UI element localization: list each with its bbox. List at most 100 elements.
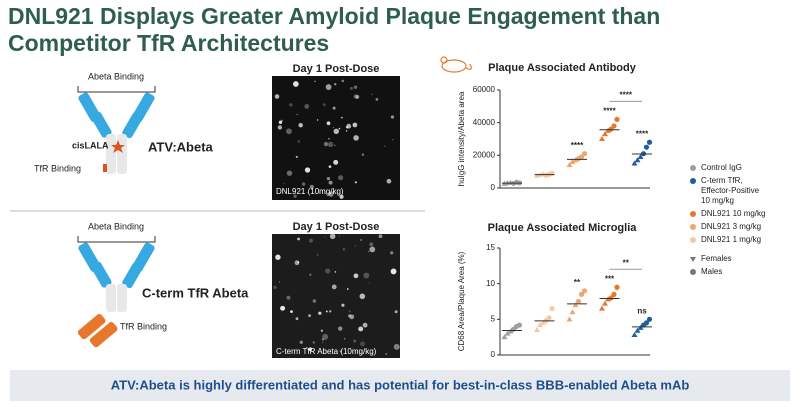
point <box>602 300 608 306</box>
speckle <box>385 353 388 355</box>
speckle <box>327 141 334 148</box>
point <box>549 306 555 312</box>
point <box>569 158 576 164</box>
speckle <box>312 341 315 344</box>
speckle <box>362 322 368 328</box>
legend-label: C-term TfR, Effector-Positive 10 mg/kg <box>701 176 760 205</box>
speckle <box>316 119 319 121</box>
speckle <box>333 159 339 165</box>
point <box>581 151 588 157</box>
speckle <box>334 271 337 273</box>
speckle <box>363 272 370 279</box>
micrograph <box>272 234 400 358</box>
speckle <box>390 251 394 255</box>
speckle <box>386 178 392 184</box>
speckle <box>393 343 400 350</box>
speckle <box>328 165 332 169</box>
speckle <box>322 342 324 344</box>
speckle <box>282 183 285 185</box>
point <box>578 291 585 297</box>
significance: **** <box>620 91 633 100</box>
chart-title: Plaque Associated Microglia <box>488 222 638 234</box>
point <box>611 291 617 297</box>
speckle <box>309 273 312 277</box>
speckle <box>334 83 337 86</box>
image-title: Day 1 Post-Dose <box>293 63 380 75</box>
point <box>611 123 617 129</box>
legend-label: DNL921 3 mg/kg <box>701 222 761 231</box>
speckle <box>286 128 292 135</box>
speckle <box>338 326 343 331</box>
speckle <box>298 123 303 128</box>
speckle <box>384 145 386 147</box>
speckle <box>318 311 322 315</box>
y-tick-label: 0 <box>491 350 496 359</box>
point <box>646 316 653 322</box>
speckle <box>328 191 334 197</box>
speckle <box>278 281 281 283</box>
micrograph <box>272 76 400 200</box>
point <box>566 316 573 322</box>
point <box>569 309 576 315</box>
point <box>634 157 641 163</box>
speckle <box>347 314 352 318</box>
speckle <box>333 128 339 134</box>
speckle <box>326 176 331 181</box>
speckle <box>278 120 283 124</box>
speckle <box>378 234 383 239</box>
label: TfR Binding <box>120 321 167 331</box>
point <box>608 295 614 301</box>
label: TfR Binding <box>34 163 81 173</box>
y-tick-label: 0 <box>491 183 496 192</box>
speckle <box>296 113 298 116</box>
speckle <box>320 329 324 332</box>
speckle <box>361 153 365 156</box>
speckle <box>349 314 355 320</box>
point <box>637 153 644 159</box>
legend-label: DNL921 10 mg/kg <box>701 209 765 218</box>
point <box>581 288 588 294</box>
speckle <box>390 115 395 119</box>
speckle <box>346 288 349 290</box>
legend-swatch <box>690 224 696 230</box>
legend-swatch <box>690 178 696 184</box>
speckle <box>360 341 365 347</box>
label: Abeta Binding <box>88 221 144 231</box>
speckle <box>290 310 293 313</box>
speckle <box>321 338 324 341</box>
speckle <box>306 347 308 349</box>
speckle <box>342 248 346 251</box>
y-axis-label: huIgG intensity/Abeta area <box>457 91 466 186</box>
speckle <box>369 242 374 247</box>
speckle <box>340 116 343 119</box>
speckle <box>348 310 351 313</box>
speckle <box>354 245 357 247</box>
y-axis-label: CD68 Area/Plaque Area (%) <box>457 251 466 351</box>
footer-band <box>10 370 790 401</box>
speckle <box>273 285 277 289</box>
legend-swatch <box>690 257 696 262</box>
speckle <box>368 251 370 253</box>
speckle <box>353 94 358 99</box>
point <box>634 327 641 333</box>
significance: *** <box>605 274 615 283</box>
speckle <box>277 125 283 130</box>
speckle <box>369 246 376 253</box>
speckle <box>338 127 341 130</box>
speckle <box>360 239 362 241</box>
speckle <box>297 140 301 143</box>
mouse-icon <box>440 56 472 73</box>
speckle <box>358 326 364 332</box>
speckle <box>323 141 329 147</box>
construct-name: ATV:Abeta <box>148 139 214 154</box>
speckle <box>309 184 314 189</box>
speckle <box>328 138 330 140</box>
speckle <box>293 194 297 198</box>
speckle <box>353 135 359 141</box>
point <box>537 322 543 328</box>
point <box>637 324 644 330</box>
speckle <box>355 95 360 99</box>
speckle <box>334 144 336 147</box>
legend-label: Females <box>701 254 732 263</box>
speckle <box>341 303 345 307</box>
